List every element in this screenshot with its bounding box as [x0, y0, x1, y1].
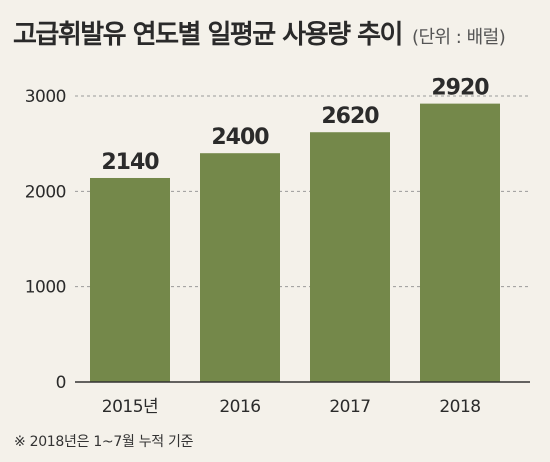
data-label: 2400 [211, 125, 269, 150]
data-label: 2920 [431, 76, 489, 101]
y-tick-label: 1000 [25, 278, 66, 298]
y-tick-label: 0 [56, 373, 66, 393]
bar [310, 132, 390, 382]
chart-title: 고급휘발유 연도별 일평균 사용량 추이 [13, 20, 403, 50]
unit-note: (단위 : 배럴) [411, 27, 506, 48]
y-tick-label: 2000 [25, 182, 66, 202]
footnote: ※ 2018년은 1~7월 누적 기준 [14, 434, 194, 450]
bar [420, 103, 500, 383]
data-label: 2140 [101, 150, 159, 175]
x-tick-label: 2018 [439, 397, 480, 417]
x-tick-label: 2015년 [102, 397, 158, 417]
bar [90, 177, 170, 382]
y-tick-label: 3000 [25, 87, 66, 107]
x-tick-label: 2016 [219, 397, 260, 417]
x-tick-label: 2017 [329, 397, 370, 417]
bar [200, 153, 280, 382]
data-label: 2620 [321, 104, 379, 129]
title-row: 고급휘발유 연도별 일평균 사용량 추이 (단위 : 배럴) [13, 14, 506, 51]
